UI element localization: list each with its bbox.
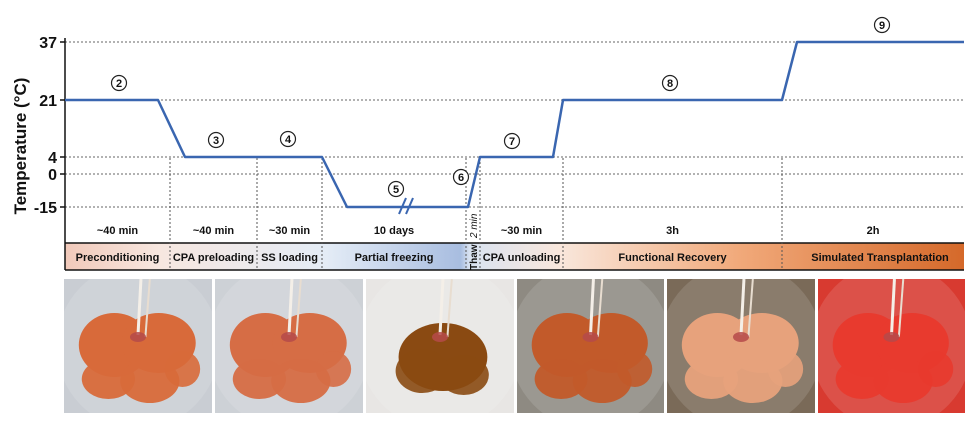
photo-ss-loading-liver xyxy=(215,279,363,413)
photo-preconditioning-liver xyxy=(64,279,212,413)
stage-duration-0: ~40 min xyxy=(97,225,139,237)
stage-label-3: Partial freezing xyxy=(355,252,434,264)
step-marker-5: 5 xyxy=(387,180,405,198)
photo-cpa-unloading-liver xyxy=(517,279,664,413)
stage-duration-1: ~40 min xyxy=(193,225,235,237)
svg-text:9: 9 xyxy=(879,20,885,32)
stage-band xyxy=(65,243,964,270)
stage-label-thaw: Thaw xyxy=(469,244,480,270)
stage-label-0: Preconditioning xyxy=(76,252,160,264)
svg-text:7: 7 xyxy=(509,136,515,148)
y-tick-label-2: 4 xyxy=(48,150,57,167)
y-tick-label-0: 37 xyxy=(39,35,57,52)
svg-text:3: 3 xyxy=(213,135,219,147)
step-marker-4: 4 xyxy=(279,130,297,148)
temperature-line xyxy=(65,40,964,209)
stage-duration-3: 10 days xyxy=(374,225,414,237)
stage-duration-thaw: 2 min xyxy=(469,213,480,239)
svg-text:4: 4 xyxy=(285,134,292,146)
stage-duration-6: 3h xyxy=(666,225,679,237)
stage-duration-7: 2h xyxy=(867,225,880,237)
svg-text:5: 5 xyxy=(393,184,399,196)
photo-simulated-transplantation-liver xyxy=(818,279,965,413)
liver-photo-strip xyxy=(64,279,965,413)
stage-label-2: SS loading xyxy=(261,252,318,264)
stage-label-6: Functional Recovery xyxy=(618,252,727,264)
stage-label-5: CPA unloading xyxy=(483,252,561,264)
stage-duration-5: ~30 min xyxy=(501,225,543,237)
stage-label-7: Simulated Transplantation xyxy=(811,252,949,264)
step-marker-2: 2 xyxy=(110,74,128,92)
y-tick-label-4: -15 xyxy=(34,200,57,217)
step-marker-9: 9 xyxy=(873,16,891,34)
y-axis-label: Temperature (°C) xyxy=(11,78,30,215)
photo-partial-frozen-liver xyxy=(366,279,514,413)
stage-label-1: CPA preloading xyxy=(173,252,254,264)
y-tick-label-3: 0 xyxy=(48,167,57,184)
photo-functional-recovery-liver xyxy=(667,279,815,413)
step-marker-8: 8 xyxy=(661,74,679,92)
svg-text:8: 8 xyxy=(667,78,673,90)
step-marker-6: 6 xyxy=(452,168,470,186)
step-marker-7: 7 xyxy=(503,132,521,150)
y-tick-label-1: 21 xyxy=(39,93,57,110)
svg-text:2: 2 xyxy=(116,78,122,90)
step-marker-3: 3 xyxy=(207,131,225,149)
time-break-mark xyxy=(398,197,414,215)
stage-duration-2: ~30 min xyxy=(269,225,311,237)
svg-text:6: 6 xyxy=(458,172,464,184)
